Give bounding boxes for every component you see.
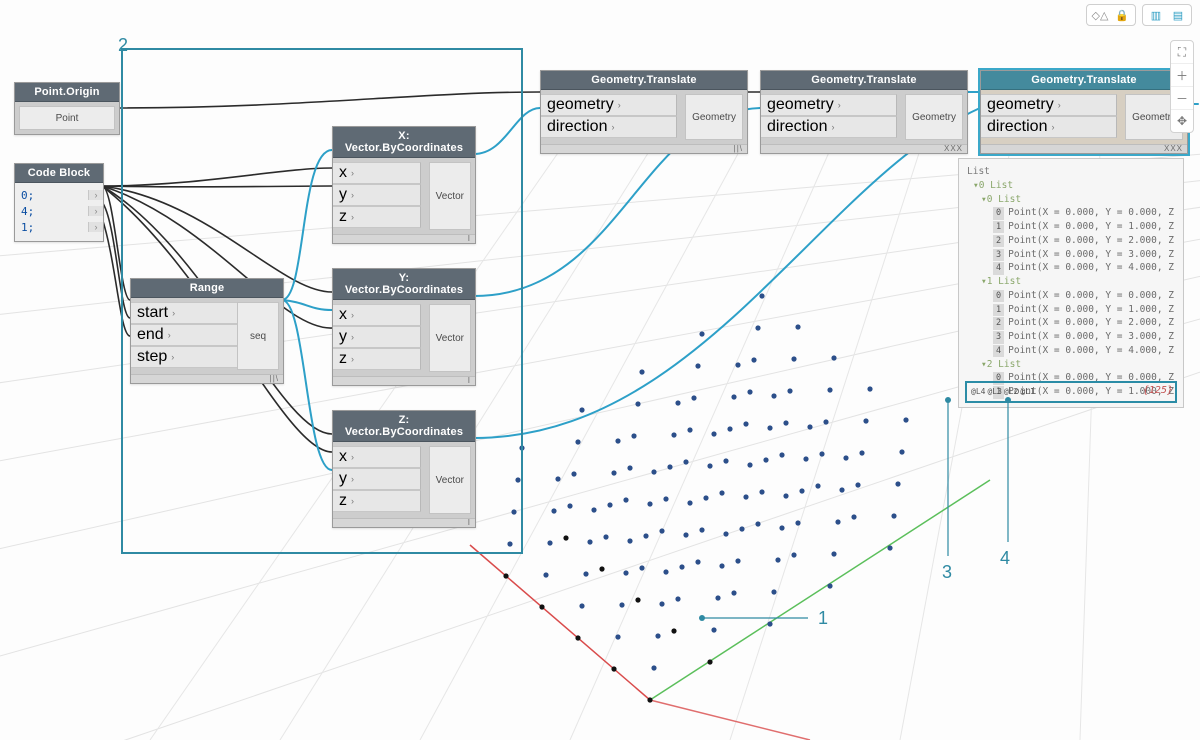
- lacing-indicator: XXX: [944, 144, 963, 153]
- code-line[interactable]: 1;: [15, 221, 88, 234]
- zoom-out-icon[interactable]: －: [1171, 87, 1193, 110]
- node-title: Geometry.Translate: [541, 71, 747, 90]
- output-port[interactable]: Point: [19, 106, 115, 130]
- input-port[interactable]: z›: [333, 206, 421, 228]
- input-port[interactable]: x›: [333, 446, 421, 468]
- input-port-geometry[interactable]: geometry›: [981, 94, 1117, 116]
- node-point-origin[interactable]: Point.Origin Point: [14, 82, 120, 135]
- code-line[interactable]: 0;: [15, 189, 88, 202]
- lock-icon[interactable]: 🔒: [1113, 7, 1131, 23]
- node-vector-x[interactable]: X: Vector.ByCoordinates x› y› z› Vector …: [332, 126, 476, 244]
- watch-header: List: [967, 165, 1175, 179]
- node-title: Range: [131, 279, 283, 298]
- lacing-indicator: I: [468, 234, 471, 243]
- input-port-end[interactable]: end›: [131, 324, 243, 346]
- watch-panel[interactable]: List ▾0 List▾0 List0Point(X = 0.000, Y =…: [958, 158, 1184, 408]
- node-title: Geometry.Translate: [981, 71, 1187, 90]
- pan-icon[interactable]: ✥: [1171, 110, 1193, 132]
- input-port-start[interactable]: start›: [131, 302, 243, 324]
- output-port[interactable]: Geometry: [905, 94, 963, 140]
- input-port[interactable]: x›: [333, 304, 421, 326]
- output-port[interactable]: Geometry: [685, 94, 743, 140]
- callout-3: 3: [942, 562, 952, 583]
- shapes-icon[interactable]: ◇△: [1091, 7, 1109, 23]
- node-geometry-translate-2[interactable]: Geometry.Translate geometry› direction› …: [760, 70, 968, 154]
- output-port[interactable]: ›: [88, 190, 103, 200]
- input-port-geometry[interactable]: geometry›: [761, 94, 897, 116]
- watch-body: ▾0 List▾0 List0Point(X = 0.000, Y = 0.00…: [967, 179, 1175, 399]
- graph-canvas[interactable]: Point.Origin Point Code Block 0;› 4;› 1;…: [0, 0, 1200, 740]
- lacing-indicator: XXX: [1164, 144, 1183, 153]
- input-port[interactable]: z›: [333, 490, 421, 512]
- input-port-step[interactable]: step›: [131, 346, 243, 368]
- item-count: {125}: [1143, 384, 1173, 399]
- node-title: Geometry.Translate: [761, 71, 967, 90]
- input-port[interactable]: z›: [333, 348, 421, 370]
- callout-4: 4: [1000, 548, 1010, 569]
- input-port-geometry[interactable]: geometry›: [541, 94, 677, 116]
- node-title: X: Vector.ByCoordinates: [333, 127, 475, 158]
- top-right-toolbar: ◇△ 🔒 ▥ ▤: [1086, 4, 1192, 26]
- node-range[interactable]: Range start› end› step› seq ||\: [130, 278, 284, 384]
- node-geometry-translate-3[interactable]: Geometry.Translate geometry› direction› …: [980, 70, 1188, 154]
- callout-2: 2: [118, 35, 128, 56]
- output-port[interactable]: ›: [88, 206, 103, 216]
- node-title: Code Block: [15, 164, 103, 183]
- lacing-indicator: I: [468, 518, 471, 527]
- input-port[interactable]: y›: [333, 184, 421, 206]
- lacing-indicator: I: [468, 376, 471, 385]
- layout-a-icon[interactable]: ▥: [1147, 7, 1165, 23]
- node-geometry-translate-1[interactable]: Geometry.Translate geometry› direction› …: [540, 70, 748, 154]
- node-title: Point.Origin: [15, 83, 119, 102]
- input-port[interactable]: y›: [333, 468, 421, 490]
- output-port[interactable]: seq: [237, 302, 279, 370]
- input-port[interactable]: x›: [333, 162, 421, 184]
- output-port[interactable]: Vector: [429, 446, 471, 514]
- input-port-direction[interactable]: direction›: [761, 116, 897, 138]
- output-port[interactable]: Vector: [429, 162, 471, 230]
- input-port-direction[interactable]: direction›: [981, 116, 1117, 138]
- toolbar-group: ▥ ▤: [1142, 4, 1192, 26]
- node-code-block[interactable]: Code Block 0;› 4;› 1;›: [14, 163, 104, 242]
- node-title: Z: Vector.ByCoordinates: [333, 411, 475, 442]
- node-vector-z[interactable]: Z: Vector.ByCoordinates x› y› z› Vector …: [332, 410, 476, 528]
- node-title: Y: Vector.ByCoordinates: [333, 269, 475, 300]
- callout-1: 1: [818, 608, 828, 629]
- node-vector-y[interactable]: Y: Vector.ByCoordinates x› y› z› Vector …: [332, 268, 476, 386]
- view-toolbar: ⛶ ＋ － ✥: [1170, 40, 1194, 133]
- fit-icon[interactable]: ⛶: [1171, 41, 1193, 64]
- input-port[interactable]: y›: [333, 326, 421, 348]
- layout-b-icon[interactable]: ▤: [1169, 7, 1187, 23]
- lacing-indicator: ||\: [734, 144, 743, 153]
- output-port[interactable]: ›: [88, 222, 103, 232]
- code-line[interactable]: 4;: [15, 205, 88, 218]
- zoom-in-icon[interactable]: ＋: [1171, 64, 1193, 87]
- output-port[interactable]: Vector: [429, 304, 471, 372]
- toolbar-group: ◇△ 🔒: [1086, 4, 1136, 26]
- lacing-indicator: ||\: [270, 374, 279, 383]
- input-port-direction[interactable]: direction›: [541, 116, 677, 138]
